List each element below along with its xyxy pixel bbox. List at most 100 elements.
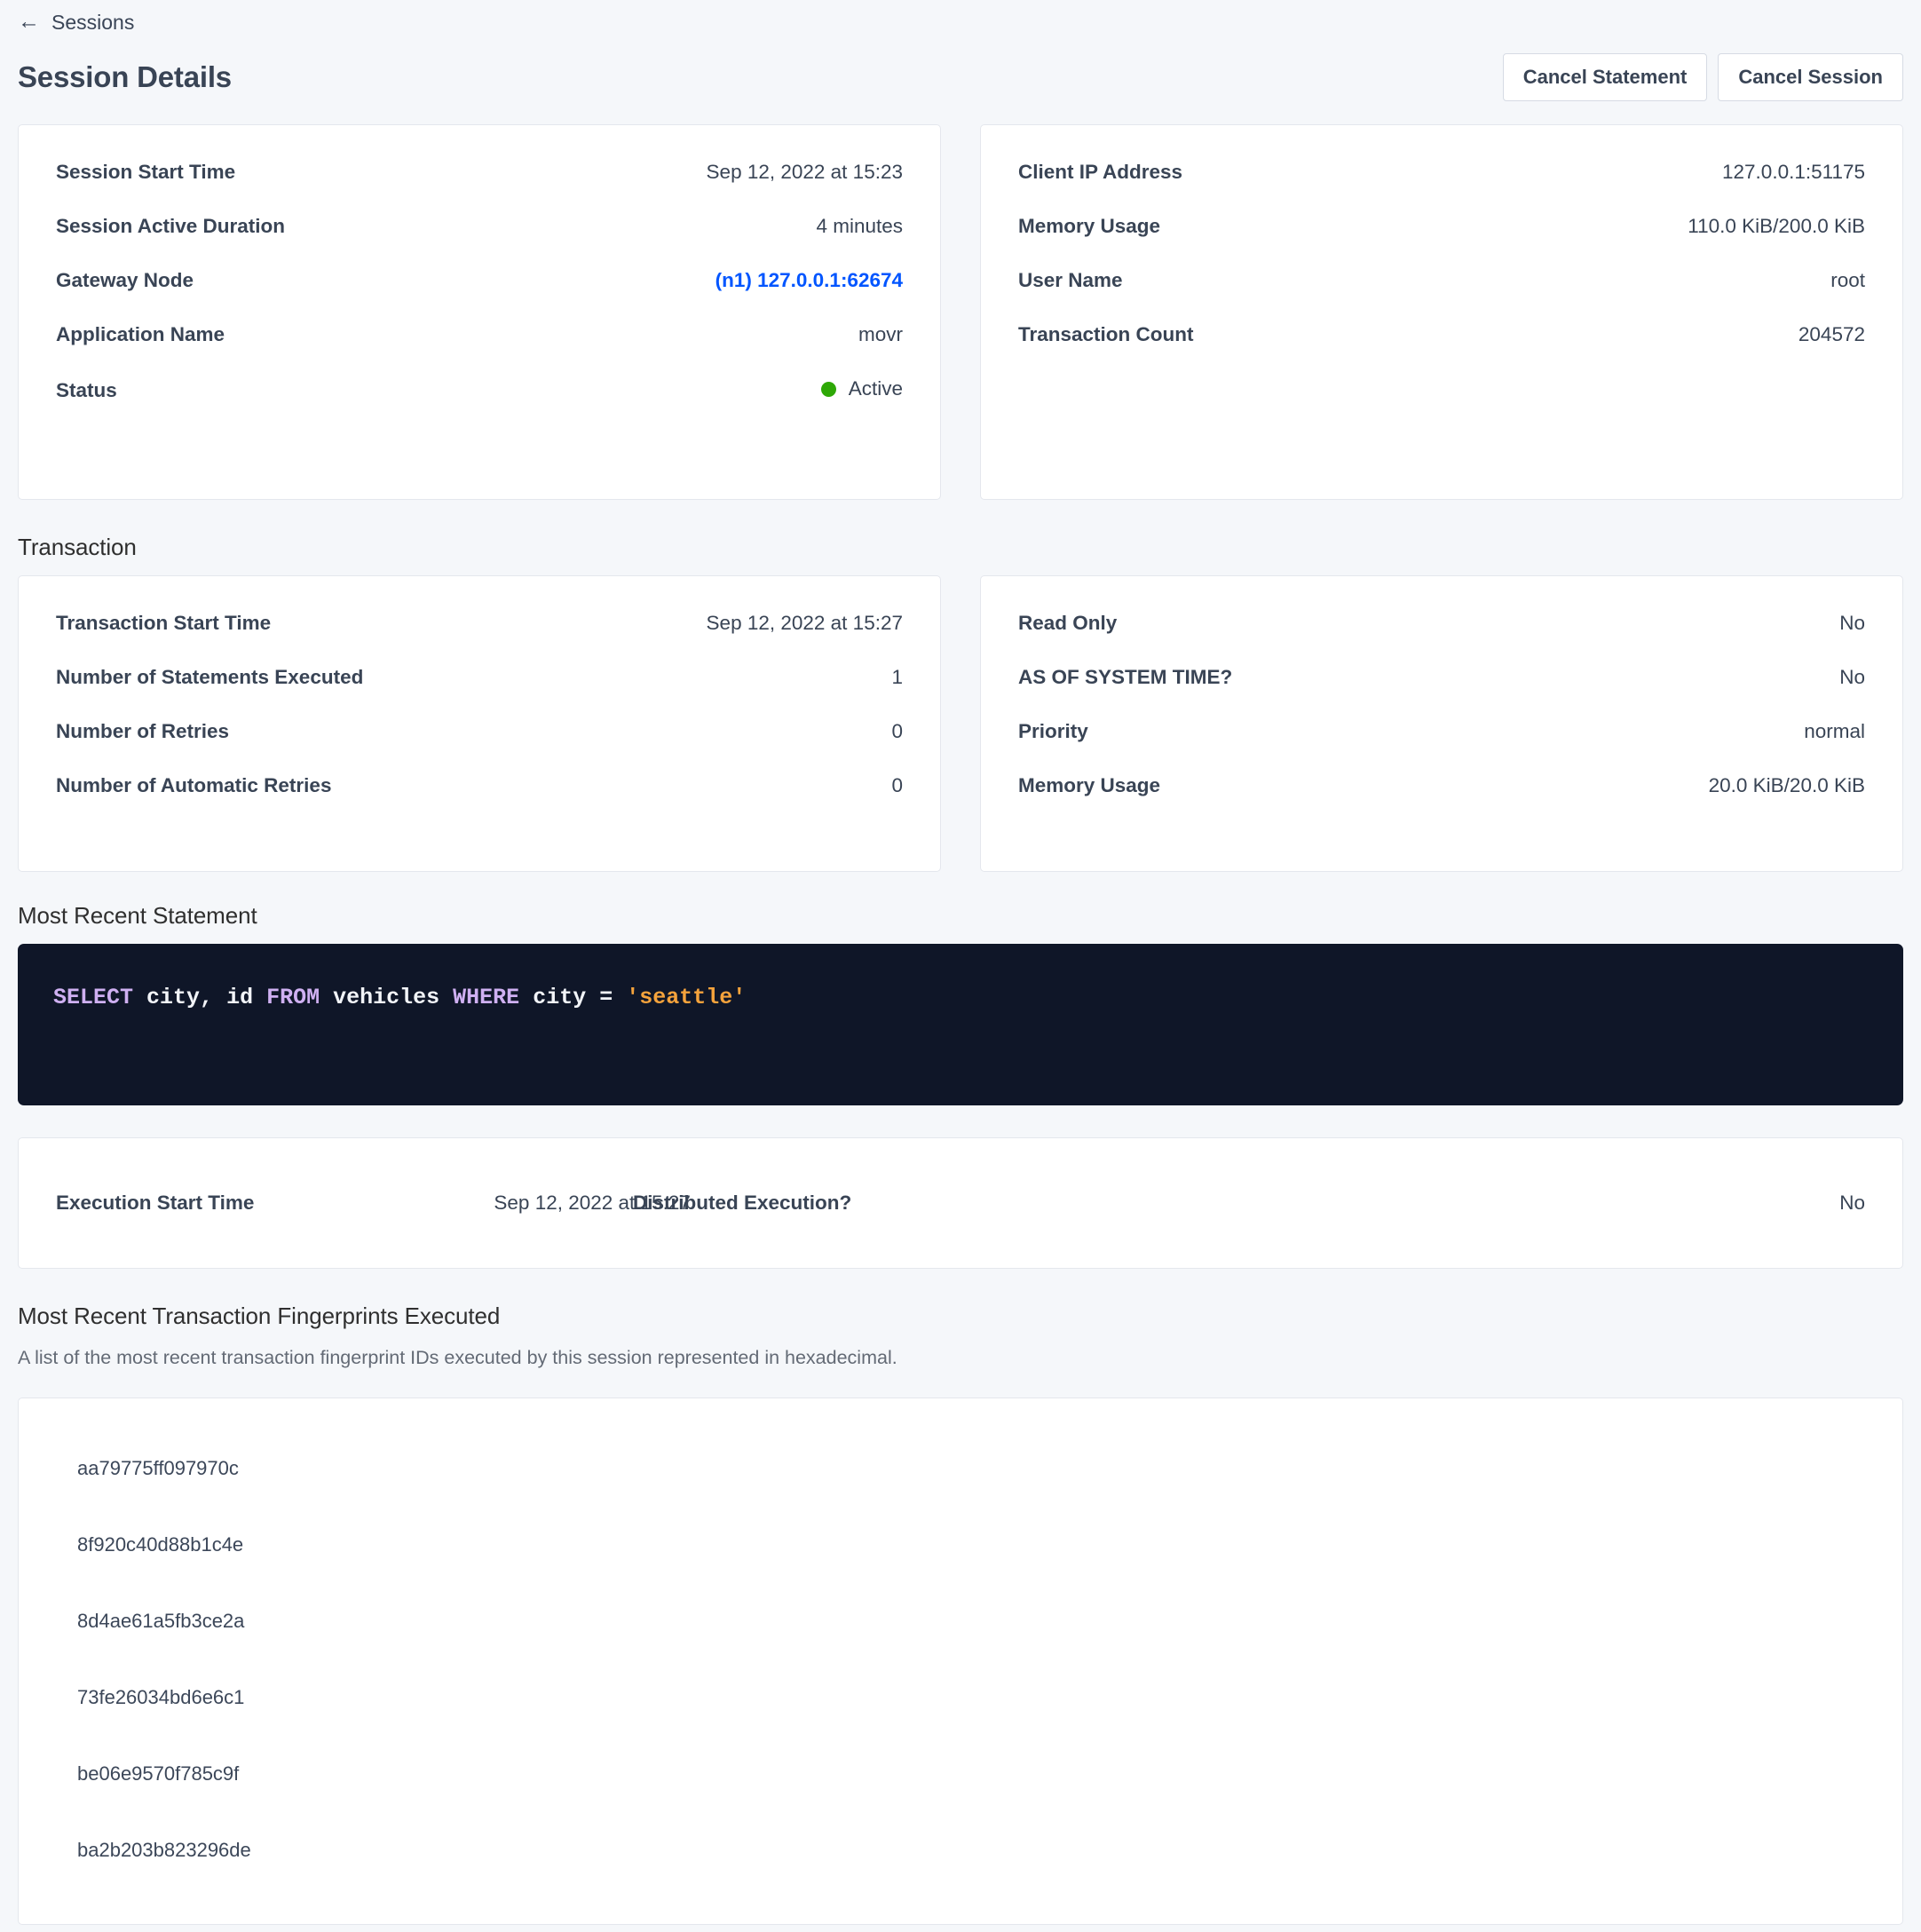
kv-row: Transaction Count 204572 [1018,323,1865,377]
kv-row: Gateway Node (n1) 127.0.0.1:62674 [56,269,903,323]
back-link-label: Sessions [51,11,135,34]
kv-row: Number of Automatic Retries 0 [56,774,903,828]
kv-row: Memory Usage 110.0 KiB/200.0 KiB [1018,215,1865,269]
kv-row: User Name root [1018,269,1865,323]
cancel-statement-button[interactable]: Cancel Statement [1502,53,1708,101]
kv-value: movr [858,323,903,345]
sql-token-id: city, [146,985,214,1010]
kv-value: 0 [891,774,903,796]
status-label: Active [848,377,903,400]
sql-token-op [439,985,453,1010]
list-item[interactable]: be06e9570f785c9f [77,1762,240,1785]
kv-value: 0 [891,720,903,742]
sql-token-id: id [226,985,254,1010]
sql-token-op [253,985,266,1010]
kv-value: No [1839,666,1865,688]
kv-row: Memory Usage 20.0 KiB/20.0 KiB [1018,774,1865,828]
sql-token-id: vehicles [333,985,440,1010]
kv-key: Application Name [56,323,225,345]
kv-key: AS OF SYSTEM TIME? [1018,666,1233,688]
kv-key: Client IP Address [1018,161,1183,183]
kv-row: AS OF SYSTEM TIME? No [1018,666,1865,720]
list-item[interactable]: 8d4ae61a5fb3ce2a [77,1610,245,1632]
sql-token-id: city [533,985,587,1010]
sql-token-kw: SELECT [53,985,134,1010]
back-to-sessions-link[interactable]: ← Sessions [18,0,134,36]
kv-row: Priority normal [1018,720,1865,774]
kv-value: Sep 12, 2022 at 15:23 [706,161,903,183]
list-item[interactable]: ba2b203b823296de [77,1839,251,1861]
kv-value: 20.0 KiB/20.0 KiB [1708,774,1865,796]
execution-start-time-cell: Execution Start Time Sep 12, 2022 at 15:… [56,1192,691,1215]
kv-row: Application Name movr [56,323,903,377]
list-item[interactable]: 73fe26034bd6e6c1 [77,1686,245,1708]
transaction-settings-card: Read Only No AS OF SYSTEM TIME? No Prior… [980,575,1903,872]
fingerprints-description: A list of the most recent transaction fi… [18,1347,897,1368]
fingerprints-section-heading: Most Recent Transaction Fingerprints Exe… [18,1303,501,1329]
kv-row: Client IP Address 127.0.0.1:51175 [1018,161,1865,215]
distributed-execution-label: Distributed Execution? [633,1192,852,1214]
list-item[interactable]: aa79775ff097970c [77,1457,239,1479]
kv-value: 4 minutes [816,215,903,237]
execution-start-time-value: Sep 12, 2022 at 15:27 [494,1192,691,1214]
sql-token-op [519,985,533,1010]
kv-value: 1 [891,666,903,688]
kv-value: 204572 [1798,323,1865,345]
kv-value: 127.0.0.1:51175 [1722,161,1865,183]
kv-value: Sep 12, 2022 at 15:27 [706,612,903,634]
transaction-overview-card: Transaction Start Time Sep 12, 2022 at 1… [18,575,941,872]
kv-value: 110.0 KiB/200.0 KiB [1688,215,1865,237]
transaction-section-heading: Transaction [18,534,137,560]
kv-value: No [1839,612,1865,634]
page-title: Session Details [18,60,232,93]
kv-key: Transaction Start Time [56,612,272,634]
kv-key: Status [56,378,117,401]
arrow-left-icon: ← [18,8,40,34]
statement-section-heading: Most Recent Statement [18,902,257,929]
status-dot-icon [820,381,836,397]
session-client-card: Client IP Address 127.0.0.1:51175 Memory… [980,124,1903,500]
execution-details-card: Execution Start Time Sep 12, 2022 at 15:… [18,1137,1903,1269]
kv-key: Transaction Count [1018,323,1194,345]
kv-row: Session Start Time Sep 12, 2022 at 15:23 [56,161,903,215]
kv-row: Number of Retries 0 [56,720,903,774]
sql-token-kw: WHERE [453,985,520,1010]
kv-key: Memory Usage [1018,215,1161,237]
header-actions: Cancel Statement Cancel Session [1502,53,1903,101]
sql-token-str: 'seattle' [626,985,747,1010]
sql-token-kw: FROM [266,985,320,1010]
kv-key: Number of Automatic Retries [56,774,332,796]
kv-row: Transaction Start Time Sep 12, 2022 at 1… [56,612,903,666]
sql-token-op [213,985,226,1010]
fingerprints-list-card: aa79775ff097970c 8f920c40d88b1c4e 8d4ae6… [18,1398,1903,1925]
kv-key: Session Active Duration [56,215,285,237]
kv-key: Number of Statements Executed [56,666,364,688]
execution-start-time-label: Execution Start Time [56,1192,255,1214]
kv-key: Priority [1018,720,1088,742]
distributed-execution-cell: Distributed Execution? No [633,1192,1865,1215]
sql-token-op [133,985,146,1010]
kv-row-status: Status Active [56,377,903,432]
cancel-session-button[interactable]: Cancel Session [1718,53,1903,101]
kv-row: Session Active Duration 4 minutes [56,215,903,269]
session-overview-card: Session Start Time Sep 12, 2022 at 15:23… [18,124,941,500]
kv-key: Memory Usage [1018,774,1161,796]
kv-value: root [1830,269,1865,291]
distributed-execution-value: No [1839,1192,1865,1214]
list-item[interactable]: 8f920c40d88b1c4e [77,1533,244,1556]
page-header: Session Details Cancel Statement Cancel … [18,50,1903,105]
sql-statement-block: SELECT city, id FROM vehicles WHERE city… [18,944,1903,1105]
session-card-row: Session Start Time Sep 12, 2022 at 15:23… [18,124,1903,500]
kv-row: Read Only No [1018,612,1865,666]
kv-key: Session Start Time [56,161,236,183]
kv-key: Gateway Node [56,269,194,291]
sql-token-op: = [586,985,627,1010]
sql-statement-text: SELECT city, id FROM vehicles WHERE city… [53,983,1868,1013]
sql-token-op [320,985,333,1010]
kv-row: Number of Statements Executed 1 [56,666,903,720]
kv-key: User Name [1018,269,1123,291]
kv-key: Number of Retries [56,720,230,742]
gateway-node-link[interactable]: (n1) 127.0.0.1:62674 [715,269,903,291]
kv-value: normal [1804,720,1865,742]
